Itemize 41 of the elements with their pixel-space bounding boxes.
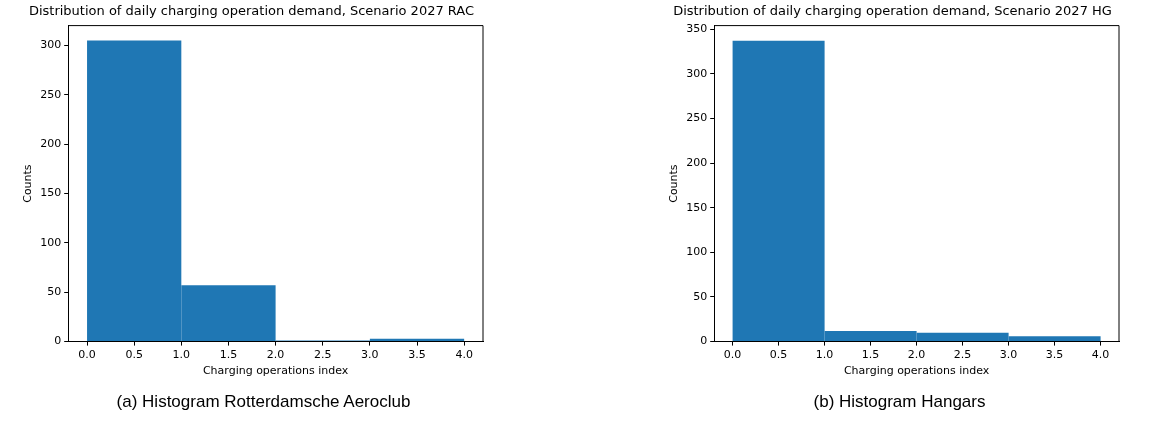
y-tick-label: 200 [686, 155, 708, 169]
y-tick-label: 0 [700, 334, 708, 348]
y-tick-label: 50 [693, 289, 708, 303]
y-tick-label: 50 [47, 285, 62, 299]
x-tick-label: 3.5 [408, 348, 426, 362]
y-tick-label: 350 [686, 22, 708, 36]
text: (a) Histogram Rotterdamsche Aeroclub [115, 392, 412, 412]
y-tick-label: 250 [40, 87, 62, 101]
y-tick-label: 100 [686, 245, 708, 259]
x-tick-label: 3.0 [361, 348, 379, 362]
x-tick-label: 2.5 [953, 348, 972, 362]
x-tick-label: 4.0 [1091, 348, 1110, 362]
y-tick-label: 300 [686, 66, 708, 80]
x-tick-label: 1.5 [219, 348, 238, 362]
chart-title: Distribution of daily charging operation demand, Scenario 2027 HG [673, 3, 1112, 19]
y-tick-label: 200 [40, 136, 62, 150]
x-tick-label: 0.0 [723, 348, 742, 362]
y-tick-label: 150 [40, 186, 62, 200]
x-axis-title: Charging operations index [843, 364, 990, 378]
x-tick-label: 0.0 [78, 348, 96, 362]
x-tick-label: 0.5 [769, 348, 788, 362]
y-tick-label: 0 [54, 334, 62, 348]
y-tick-label: 300 [40, 38, 62, 52]
y-tick-label: 150 [686, 200, 708, 214]
x-tick-label: 3.0 [999, 348, 1018, 362]
text: (b) Histogram Hangars [812, 392, 987, 412]
x-tick-label: 1.0 [815, 348, 834, 362]
chart-title: Distribution of daily charging operation demand, Scenario 2027 RAC [28, 3, 475, 19]
y-axis-title: Counts [667, 164, 681, 203]
y-tick-label: 100 [40, 235, 62, 249]
y-tick-label: 250 [686, 111, 708, 125]
x-tick-label: 2.5 [313, 348, 332, 362]
x-tick-label: 1.0 [172, 348, 191, 362]
x-tick-label: 1.5 [861, 348, 880, 362]
x-axis-title: Charging operations index [202, 364, 349, 378]
x-tick-label: 4.0 [455, 348, 473, 362]
x-tick-label: 2.0 [266, 348, 285, 362]
y-axis-title: Counts [21, 164, 35, 203]
x-tick-label: 3.5 [1045, 348, 1064, 362]
x-tick-label: 2.0 [907, 348, 926, 362]
x-tick-label: 0.5 [125, 348, 143, 362]
